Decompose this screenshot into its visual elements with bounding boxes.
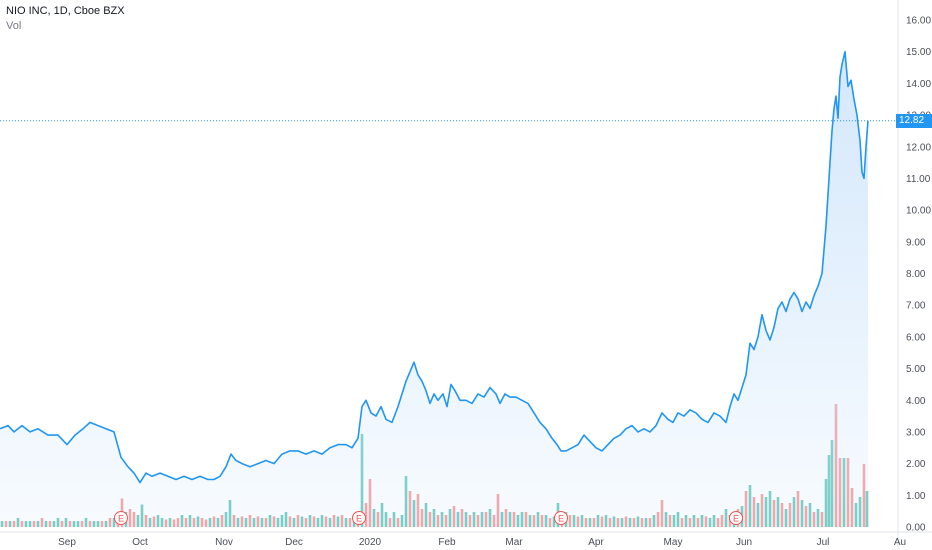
- x-tick-label: Au: [894, 537, 906, 548]
- earnings-marker-label: E: [118, 514, 124, 524]
- y-tick-label: 6.00: [906, 332, 926, 343]
- x-tick-label: Feb: [438, 537, 456, 548]
- y-tick-label: 10.00: [906, 206, 931, 217]
- x-tick-label: Oct: [132, 537, 148, 548]
- earnings-marker-icon: [352, 511, 366, 525]
- y-tick-label: 9.00: [906, 237, 926, 248]
- y-tick-label: 12.00: [906, 142, 931, 153]
- y-tick-label: 5.00: [906, 364, 926, 375]
- x-tick-label: Jul: [817, 537, 830, 548]
- x-tick-label: Mar: [505, 537, 523, 548]
- x-tick-label: Nov: [215, 537, 233, 548]
- y-tick-label: 11.00: [906, 174, 931, 185]
- x-tick-label: Sep: [58, 537, 76, 548]
- y-tick-label: 7.00: [906, 301, 926, 312]
- earnings-marker-label: E: [733, 514, 739, 524]
- earnings-marker-label: E: [558, 514, 564, 524]
- x-tick-label: Jun: [736, 537, 752, 548]
- legend: NIO INC, 1D, Cboe BZX Vol: [6, 4, 125, 34]
- y-tick-label: 8.00: [906, 269, 926, 280]
- earnings-marker-icon: [729, 511, 743, 525]
- symbol-title: NIO INC, 1D, Cboe BZX: [6, 5, 125, 17]
- x-tick-label: Apr: [588, 537, 604, 548]
- x-tick-label: 2020: [359, 537, 382, 548]
- y-tick-label: 2.00: [906, 459, 926, 470]
- y-tick-label: 1.00: [906, 491, 926, 502]
- x-tick-label: May: [664, 537, 683, 548]
- y-tick-label: 4.00: [906, 396, 926, 407]
- y-tick-label: 3.00: [906, 427, 926, 438]
- price-area: [0, 51, 868, 527]
- earnings-marker-icon: [554, 511, 568, 525]
- earnings-marker-label: E: [356, 514, 362, 524]
- y-tick-label: 16.00: [906, 16, 931, 27]
- price-line: [0, 50, 869, 484]
- y-tick-label: 0.00: [906, 523, 926, 534]
- last-price-tag: 12.82: [896, 113, 932, 128]
- x-tick-label: Dec: [285, 537, 303, 548]
- earnings-marker-icon: [114, 511, 128, 525]
- y-tick-label: 14.00: [906, 79, 931, 90]
- y-tick-label: 15.00: [906, 47, 931, 58]
- volume-label: Vol: [6, 20, 22, 32]
